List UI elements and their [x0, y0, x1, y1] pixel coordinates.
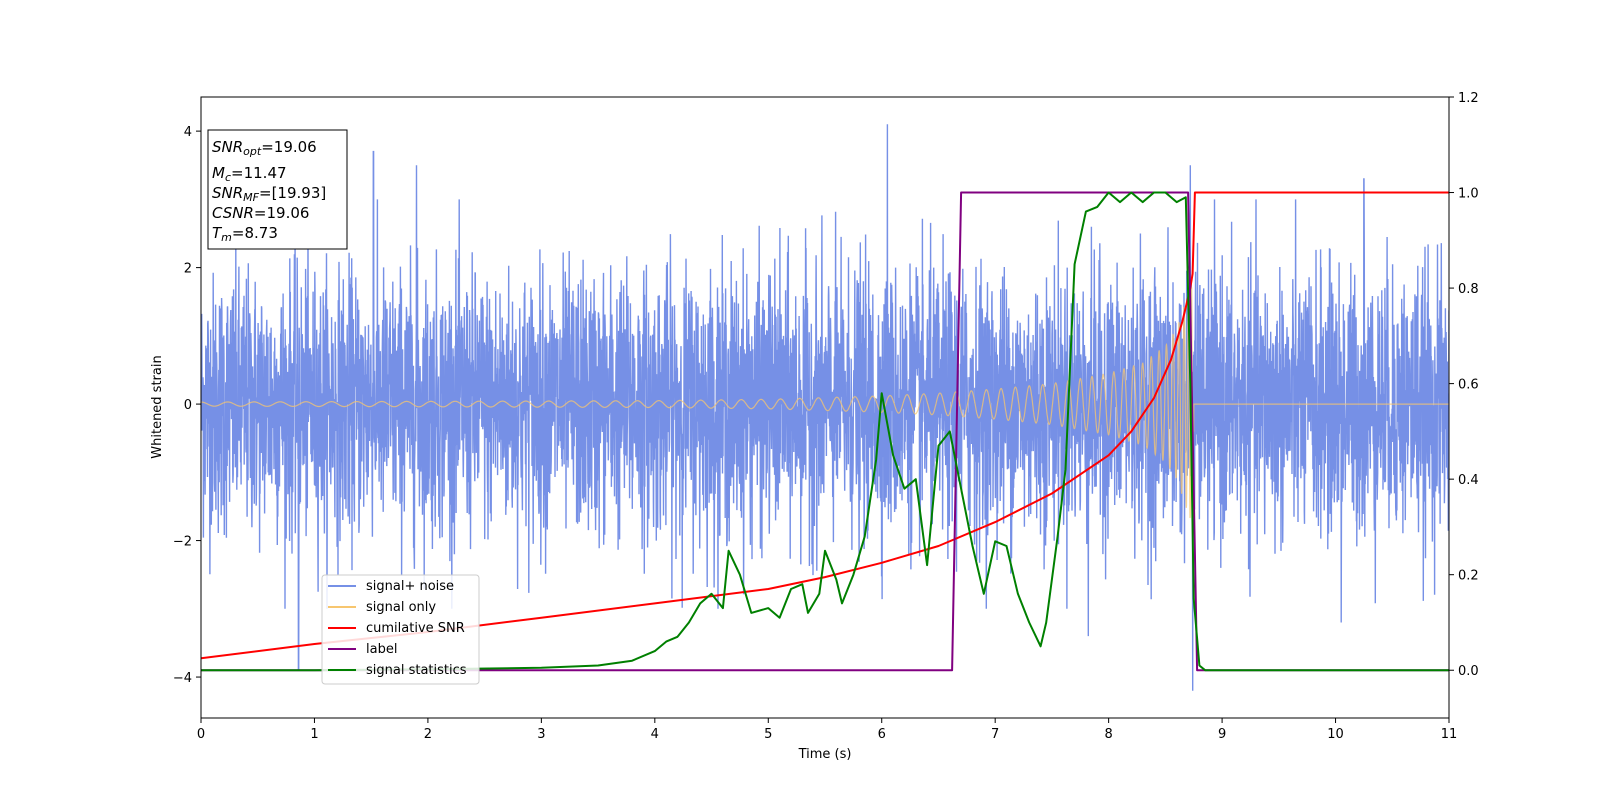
y-left-tick-label: 4	[184, 125, 192, 140]
y-right-tick-label: 0.0	[1458, 664, 1479, 679]
annotation-mc: Mc=11.47	[212, 164, 287, 184]
y-left-tick-label: 2	[184, 262, 192, 277]
legend-label-cumulative-snr: cumilative SNR	[366, 621, 465, 636]
legend: signal+ noise signal only cumilative SNR…	[321, 574, 480, 685]
series-signal-statistics	[201, 191, 1449, 672]
annotation-snr-opt: SNRopt=19.06	[212, 138, 317, 158]
y-right-tick-label: 1.2	[1458, 91, 1479, 106]
y-axis-left-ticks: 4 2 0 −2 −4	[173, 125, 201, 686]
x-tick-label: 2	[424, 727, 432, 742]
annotation-frame	[207, 129, 348, 250]
x-tick-label: 1	[310, 727, 318, 742]
annotation-csnr: CSNR=19.06	[212, 204, 309, 222]
x-tick-label: 7	[991, 727, 999, 742]
y-right-tick-label: 0.4	[1458, 473, 1479, 488]
x-tick-label: 9	[1218, 727, 1226, 742]
y-left-tick-label: 0	[184, 398, 192, 413]
x-tick-label: 5	[764, 727, 772, 742]
x-tick-label: 8	[1104, 727, 1112, 742]
annotation-snr-mf: SNRMF=[19.93]	[212, 184, 326, 204]
x-tick-label: 6	[878, 727, 886, 742]
x-tick-label: 3	[537, 727, 545, 742]
y-right-tick-label: 0.8	[1458, 282, 1479, 297]
annotation-tm: Tm=8.73	[212, 224, 278, 244]
y-axis-right-ticks: 1.2 1.0 0.8 0.6 0.4 0.2 0.0	[1449, 91, 1479, 679]
y-right-tick-label: 0.2	[1458, 569, 1479, 584]
plot-frame	[200, 96, 1450, 719]
x-tick-label: 10	[1327, 727, 1344, 742]
x-tick-label: 0	[197, 727, 205, 742]
y-right-tick-label: 1.0	[1458, 187, 1479, 202]
series-signal-noise	[201, 124, 1449, 691]
y-left-tick-label: −4	[173, 671, 192, 686]
series-layer	[201, 124, 1449, 691]
x-axis-label: Time (s)	[798, 747, 852, 762]
x-axis-ticks: 0 1 2 3 4 5 6 7 8 9 10 11	[197, 718, 1457, 742]
legend-frame	[321, 574, 480, 685]
legend-label-signal-only: signal only	[366, 600, 436, 615]
legend-label-signal-noise: signal+ noise	[366, 579, 454, 594]
legend-label-label: label	[366, 642, 397, 657]
x-tick-label: 11	[1441, 727, 1458, 742]
y-right-tick-label: 0.6	[1458, 378, 1479, 393]
y-axis-label: Whitened strain	[150, 355, 165, 458]
y-left-tick-label: −2	[173, 535, 192, 550]
series-signal-only	[201, 287, 1449, 527]
annotation-box: SNRopt=19.06 Mc=11.47 SNRMF=[19.93] CSNR…	[207, 129, 348, 250]
legend-label-signal-statistics: signal statistics	[366, 663, 467, 678]
x-tick-label: 4	[651, 727, 659, 742]
